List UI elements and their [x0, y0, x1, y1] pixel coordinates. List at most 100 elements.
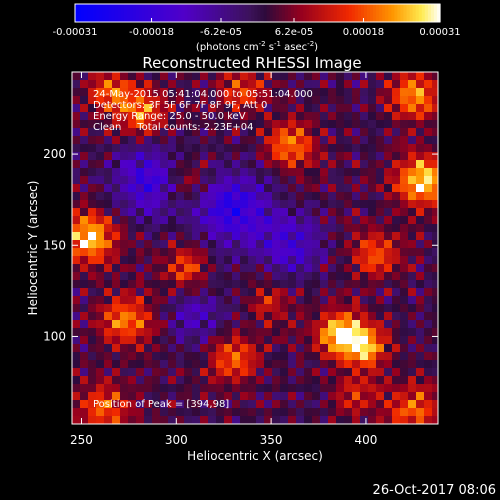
heatmap-cell — [408, 168, 417, 177]
heatmap-cell — [96, 88, 105, 97]
heatmap-cell — [72, 328, 81, 337]
colorbar-cell — [187, 4, 192, 22]
heatmap-cell — [376, 336, 385, 345]
colorbar-cell — [81, 4, 85, 22]
heatmap-cell — [312, 144, 321, 153]
heatmap-cell — [96, 72, 105, 81]
heatmap-cell — [216, 384, 225, 393]
heatmap-cell — [232, 176, 241, 185]
heatmap-cell — [264, 120, 273, 129]
heatmap-cell — [328, 200, 337, 209]
heatmap-cell — [120, 248, 129, 257]
heatmap-cell — [368, 176, 377, 185]
heatmap-cell — [160, 376, 169, 385]
colorbar-cell — [138, 4, 143, 22]
heatmap-cell — [320, 136, 329, 145]
heatmap-cell — [232, 72, 241, 81]
heatmap-cell — [296, 272, 305, 281]
x-tick-label: 300 — [165, 433, 188, 447]
heatmap-cell — [240, 312, 249, 321]
heatmap-cell — [288, 392, 297, 401]
heatmap-cell — [408, 296, 417, 305]
heatmap-cell — [160, 272, 169, 281]
heatmap-cell — [272, 384, 281, 393]
heatmap-cell — [144, 88, 153, 97]
heatmap-cell — [408, 288, 417, 297]
colorbar-cell — [409, 4, 414, 22]
heatmap-cell — [424, 200, 433, 209]
heatmap-cell — [200, 392, 209, 401]
heatmap-cell — [368, 248, 377, 257]
heatmap-cell — [200, 112, 209, 121]
heatmap-cell — [112, 88, 121, 97]
heatmap-cell — [280, 216, 289, 225]
heatmap-cell — [168, 128, 177, 137]
heatmap-cell — [160, 296, 169, 305]
heatmap-cell — [240, 416, 249, 424]
heatmap-cell — [168, 416, 177, 424]
heatmap-cell — [136, 296, 145, 305]
heatmap-cell — [152, 160, 161, 169]
heatmap-cell — [344, 240, 353, 249]
heatmap-cell — [80, 112, 89, 121]
heatmap-cell — [176, 72, 185, 81]
heatmap-cell — [432, 136, 438, 145]
heatmap-cell — [240, 288, 249, 297]
heatmap-cell — [168, 224, 177, 233]
heatmap-cell — [376, 352, 385, 361]
heatmap-cell — [144, 112, 153, 121]
heatmap-cell — [336, 168, 345, 177]
heatmap-cell — [192, 256, 201, 265]
heatmap-cell — [336, 280, 345, 289]
heatmap-cell — [72, 88, 81, 97]
heatmap-cell — [320, 312, 329, 321]
heatmap-cell — [168, 360, 177, 369]
colorbar-cell — [84, 4, 88, 22]
heatmap-cell — [376, 136, 385, 145]
heatmap-cell — [216, 248, 225, 257]
heatmap-cell — [88, 256, 97, 265]
heatmap-cell — [280, 280, 289, 289]
colorbar-cell — [163, 4, 167, 22]
heatmap-cell — [144, 240, 153, 249]
heatmap-cell — [304, 336, 313, 345]
colorbar-cell — [148, 4, 152, 22]
heatmap-cell — [144, 344, 153, 353]
heatmap-cell — [136, 376, 145, 385]
heatmap-cell — [264, 152, 273, 161]
heatmap-cell — [360, 120, 369, 129]
heatmap-cell — [104, 264, 113, 273]
heatmap-cell — [360, 272, 369, 281]
heatmap-cell — [88, 128, 97, 137]
heatmap-cell — [392, 200, 401, 209]
heatmap-cell — [424, 288, 433, 297]
heatmap-cell — [96, 328, 105, 337]
heatmap-cell — [208, 328, 217, 337]
heatmap-cell — [240, 80, 249, 89]
heatmap-cell — [224, 232, 233, 241]
heatmap-cell — [264, 392, 273, 401]
heatmap-cell — [312, 160, 321, 169]
heatmap-cell — [104, 192, 113, 201]
heatmap-cell — [432, 96, 438, 105]
heatmap-cell — [408, 368, 417, 377]
heatmap-cell — [384, 104, 393, 113]
heatmap-cell — [184, 368, 193, 377]
heatmap-cell — [376, 128, 385, 137]
heatmap-cell — [352, 232, 361, 241]
heatmap-cell — [304, 112, 313, 121]
heatmap-cell — [256, 328, 265, 337]
heatmap-cell — [392, 120, 401, 129]
heatmap-cell — [80, 192, 89, 201]
heatmap-cell — [192, 184, 201, 193]
heatmap-cell — [104, 232, 113, 241]
heatmap-cell — [232, 128, 241, 137]
heatmap-cell — [200, 400, 209, 409]
heatmap-cell — [408, 344, 417, 353]
heatmap-cell — [424, 88, 433, 97]
heatmap-cell — [320, 368, 329, 377]
heatmap-cell — [344, 224, 353, 233]
heatmap-cell — [72, 200, 81, 209]
heatmap-cell — [424, 352, 433, 361]
heatmap-cell — [104, 120, 113, 129]
